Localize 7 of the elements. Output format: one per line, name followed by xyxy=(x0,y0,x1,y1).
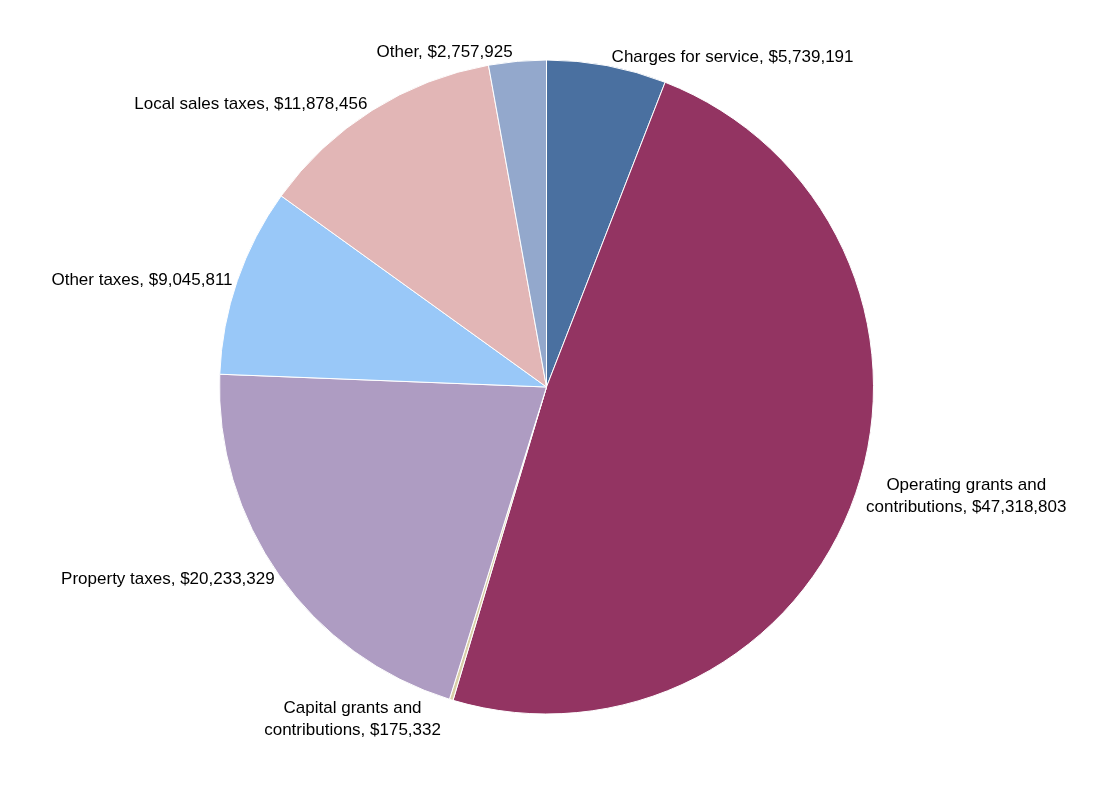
slice-label: Other taxes, $9,045,811 xyxy=(51,270,233,290)
slice-label: Local sales taxes, $11,878,456 xyxy=(134,94,368,114)
slice-label: Property taxes, $20,233,329 xyxy=(61,569,275,589)
slice-label: Other, $2,757,925 xyxy=(376,42,513,62)
slice-label: Operating grants and contributions, $47,318,803 xyxy=(866,474,1067,516)
slice-label: Charges for service, $5,739,191 xyxy=(611,46,854,66)
slice-label: Capital grants and contributions, $175,332 xyxy=(264,698,441,740)
